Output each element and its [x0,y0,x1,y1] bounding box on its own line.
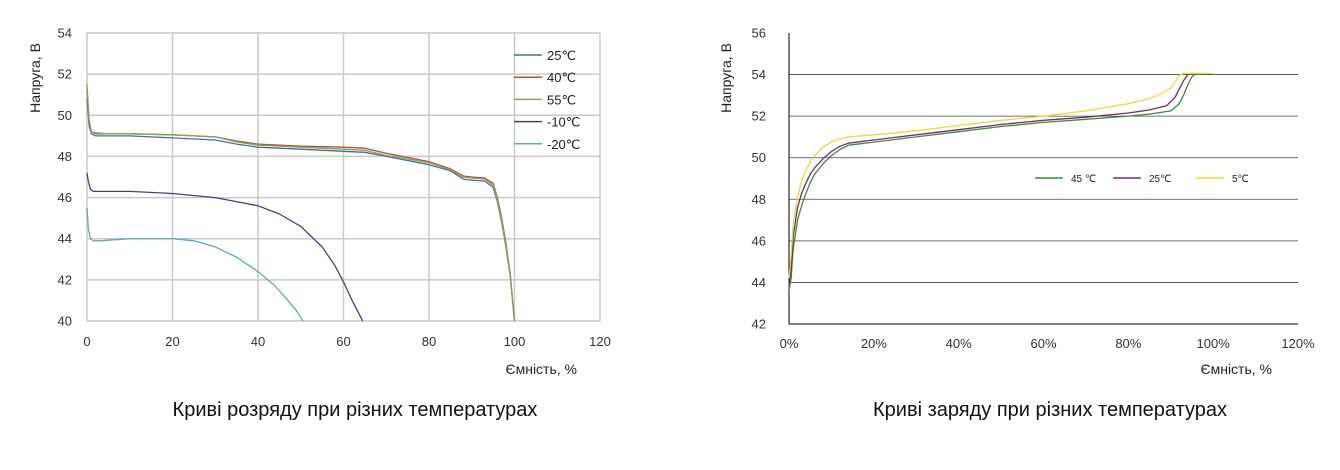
discharge-x-tick-label: 80 [422,334,436,349]
discharge-x-tick-label: 0 [83,334,90,349]
charge-y-tick-label: 54 [752,67,766,82]
charge-caption: Криві заряду при різних температурах [873,399,1227,421]
charge-legend-label: 25℃ [1149,174,1171,185]
charge-x-tick-label: 40% [946,336,972,351]
discharge-legend-label: 55℃ [547,92,576,107]
charge-y-tick-label: 42 [752,317,766,332]
charge-series-line-1 [788,72,1197,287]
discharge-y-tick-label: 40 [58,314,72,329]
charge-y-tick-label: 46 [752,233,766,248]
discharge-y-tick-label: 44 [58,231,72,246]
charge-y-tick-label: 48 [752,192,766,207]
discharge-y-tick-label: 52 [58,67,72,82]
discharge-caption: Криві розряду при різних температурах [173,399,538,421]
charge-chart: 0% 20% 40% 60% 80% 100% 120% 4244464850525456 … [718,26,1315,422]
charge-x-axis-label: Ємність, % [1201,361,1272,377]
discharge-legend-label: -20℃ [547,137,580,152]
charge-legend-label: 45 ℃ [1071,174,1096,185]
discharge-y-tick-label: 42 [58,272,72,287]
charge-y-tick-label: 52 [752,109,766,124]
charge-x-tick-label: 0% [780,336,799,351]
discharge-x-tick-label: 40 [251,334,265,349]
charge-y-tick-label: 44 [752,275,766,290]
charge-x-tick-label: 120% [1281,336,1315,351]
charge-legend-label: 5℃ [1232,174,1249,185]
discharge-x-tick-label: 100 [504,334,526,349]
discharge-x-tick-label: 60 [336,334,350,349]
discharge-series-line-2 [86,84,516,322]
discharge-legend-label: 40℃ [547,70,576,85]
charge-x-tick-label: 20% [861,336,887,351]
discharge-y-tick-label: 54 [58,26,72,41]
discharge-y-tick-label: 46 [58,190,72,205]
discharge-series-line-3 [86,172,364,322]
charge-series-line-0 [788,72,1205,291]
charge-y-axis-label: Напруга, В [718,43,734,113]
charge-y-tick-label: 56 [752,26,766,41]
discharge-legend-label: -10℃ [547,115,580,130]
charge-x-tick-label: 60% [1030,336,1056,351]
charge-x-tick-label: 80% [1115,336,1141,351]
discharge-y-tick-label: 50 [58,108,72,123]
discharge-x-axis-label: Ємність, % [506,361,577,377]
discharge-series-line-4 [86,207,304,322]
charge-y-tick-label: 50 [752,150,766,165]
discharge-legend-label: 25℃ [547,48,576,63]
charge-series-line-2 [788,72,1214,279]
discharge-x-tick-label: 20 [165,334,179,349]
discharge-y-tick-label: 48 [58,149,72,164]
discharge-y-axis-label: Напруга, В [27,43,43,113]
discharge-x-tick-label: 120 [589,334,611,349]
charge-x-tick-label: 100% [1197,336,1231,351]
discharge-chart: 0 20 40 60 80 100 120 40 42 44 46 48 50 52 54 25℃ 40℃ 5… [27,26,611,422]
